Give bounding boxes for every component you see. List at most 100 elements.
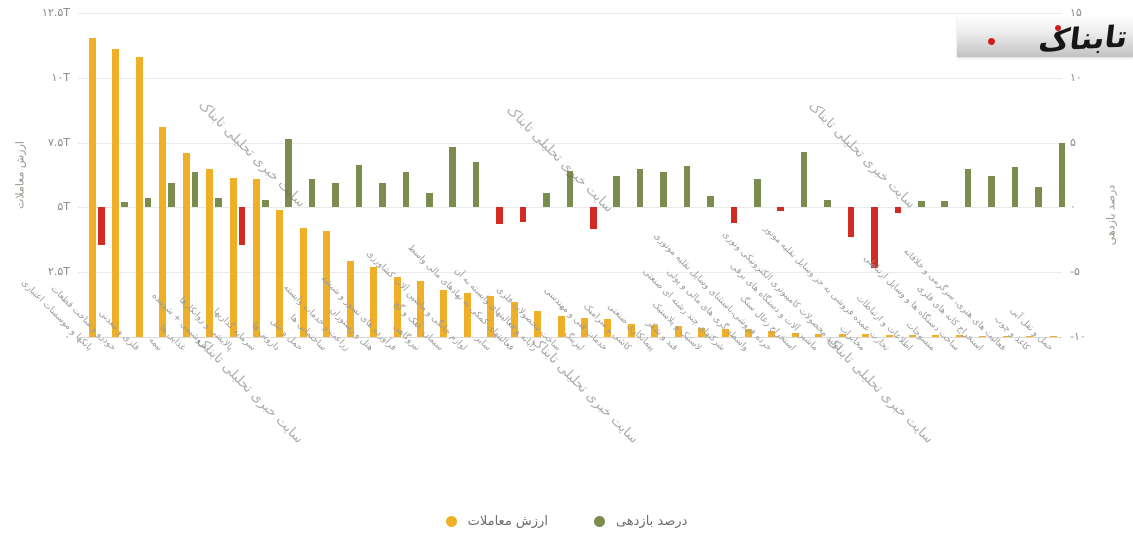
tabnak-logo-text: تابناک bbox=[1036, 19, 1130, 59]
value-bar bbox=[253, 178, 260, 337]
return-bar bbox=[988, 176, 995, 208]
value-series-dot bbox=[445, 516, 457, 527]
value-bar bbox=[463, 292, 471, 337]
return-bar bbox=[847, 207, 855, 238]
legend-item-value[interactable]: ارزش معاملات bbox=[445, 514, 548, 529]
value-bar bbox=[276, 210, 284, 337]
legend-label-return: درصد بازدهی bbox=[615, 514, 688, 529]
return-bar bbox=[144, 198, 152, 208]
return-bar bbox=[683, 165, 691, 208]
left-axis-title: ارزش معاملات bbox=[13, 141, 27, 209]
value-bar bbox=[229, 177, 237, 337]
return-bar bbox=[215, 198, 222, 208]
value-bar bbox=[417, 281, 424, 337]
value-bar bbox=[206, 168, 214, 337]
value-bar bbox=[299, 228, 307, 337]
return-bar bbox=[707, 195, 714, 208]
return-bar bbox=[824, 199, 831, 208]
value-bar bbox=[674, 325, 682, 337]
return-bar bbox=[262, 199, 269, 208]
value-bar bbox=[815, 333, 823, 337]
logo-red-dot bbox=[988, 38, 995, 45]
left-tick-label: ۷.۵T bbox=[47, 135, 70, 149]
value-bar bbox=[534, 311, 542, 337]
value-bar bbox=[159, 127, 167, 337]
return-bar bbox=[308, 178, 316, 208]
return-bar bbox=[777, 207, 784, 212]
return-bar bbox=[754, 178, 761, 208]
value-bar bbox=[955, 335, 963, 337]
right-tick-label: ۰ bbox=[1070, 200, 1076, 214]
right-axis-title: درصد بازدهی bbox=[1104, 184, 1118, 246]
return-bar bbox=[894, 207, 902, 213]
right-tick-label: ۵ bbox=[1070, 135, 1076, 149]
gridline bbox=[78, 207, 1062, 209]
left-tick-label: ۱۰T bbox=[51, 70, 70, 84]
return-bar bbox=[168, 182, 175, 208]
legend-label-value: ارزش معاملات bbox=[467, 514, 548, 529]
return-bar bbox=[98, 207, 105, 245]
legend-item-return[interactable]: درصد بازدهی bbox=[593, 514, 688, 529]
return-bar bbox=[285, 138, 292, 208]
value-bar bbox=[346, 260, 354, 337]
logo-red-dot bbox=[1055, 25, 1061, 31]
value-bar bbox=[604, 318, 612, 337]
value-bar bbox=[557, 316, 565, 337]
value-bar bbox=[838, 333, 846, 337]
return-bar bbox=[964, 168, 972, 208]
return-bar bbox=[496, 207, 503, 225]
gridline bbox=[78, 272, 1062, 274]
return-bar bbox=[1058, 142, 1066, 208]
return-bar bbox=[379, 182, 386, 208]
return-bar bbox=[918, 200, 925, 208]
return-bar bbox=[636, 168, 644, 208]
value-bar bbox=[651, 325, 659, 337]
return-bar bbox=[566, 171, 574, 208]
value-bar bbox=[370, 267, 378, 337]
value-bar bbox=[1002, 335, 1010, 337]
value-bar bbox=[135, 57, 143, 337]
value-bar bbox=[581, 317, 588, 337]
value-bar bbox=[909, 334, 916, 337]
right-tick-label: -۱۰ bbox=[1070, 330, 1086, 343]
gridline bbox=[78, 337, 1062, 338]
return-bar bbox=[402, 172, 410, 208]
value-bar bbox=[182, 153, 190, 337]
value-bar bbox=[89, 37, 96, 337]
return-bar bbox=[613, 176, 620, 208]
value-bar bbox=[1049, 336, 1057, 337]
left-tick-label: ۲.۵T bbox=[47, 265, 70, 279]
return-bar bbox=[871, 207, 878, 269]
return-bar bbox=[472, 162, 480, 208]
gridline bbox=[78, 142, 1062, 144]
value-bar bbox=[885, 334, 893, 337]
return-bar bbox=[730, 207, 738, 223]
return-bar bbox=[1035, 186, 1042, 208]
value-bar bbox=[745, 329, 752, 337]
return-bar bbox=[543, 193, 550, 208]
return-bar bbox=[1011, 167, 1019, 208]
right-tick-label: -۵ bbox=[1070, 265, 1080, 279]
return-bar bbox=[449, 146, 456, 208]
return-bar bbox=[355, 164, 363, 208]
return-bar bbox=[519, 207, 527, 222]
value-bar bbox=[862, 334, 870, 337]
return-bar bbox=[660, 172, 667, 208]
left-tick-label: ۰ bbox=[64, 330, 70, 343]
value-bar bbox=[791, 333, 799, 337]
value-bar bbox=[440, 290, 448, 337]
value-bar bbox=[698, 327, 706, 337]
right-tick-label: ۱۰ bbox=[1070, 70, 1082, 84]
return-bar bbox=[426, 193, 433, 208]
left-tick-label: ۱۲.۵T bbox=[42, 6, 70, 19]
value-bar bbox=[979, 335, 987, 337]
value-bar bbox=[1026, 336, 1034, 337]
return-bar bbox=[590, 207, 597, 230]
value-bar bbox=[721, 328, 729, 337]
value-bar bbox=[393, 277, 401, 337]
return-bar bbox=[191, 172, 199, 208]
value-bar bbox=[932, 335, 940, 337]
return-bar bbox=[238, 207, 246, 245]
value-bar bbox=[768, 331, 776, 337]
